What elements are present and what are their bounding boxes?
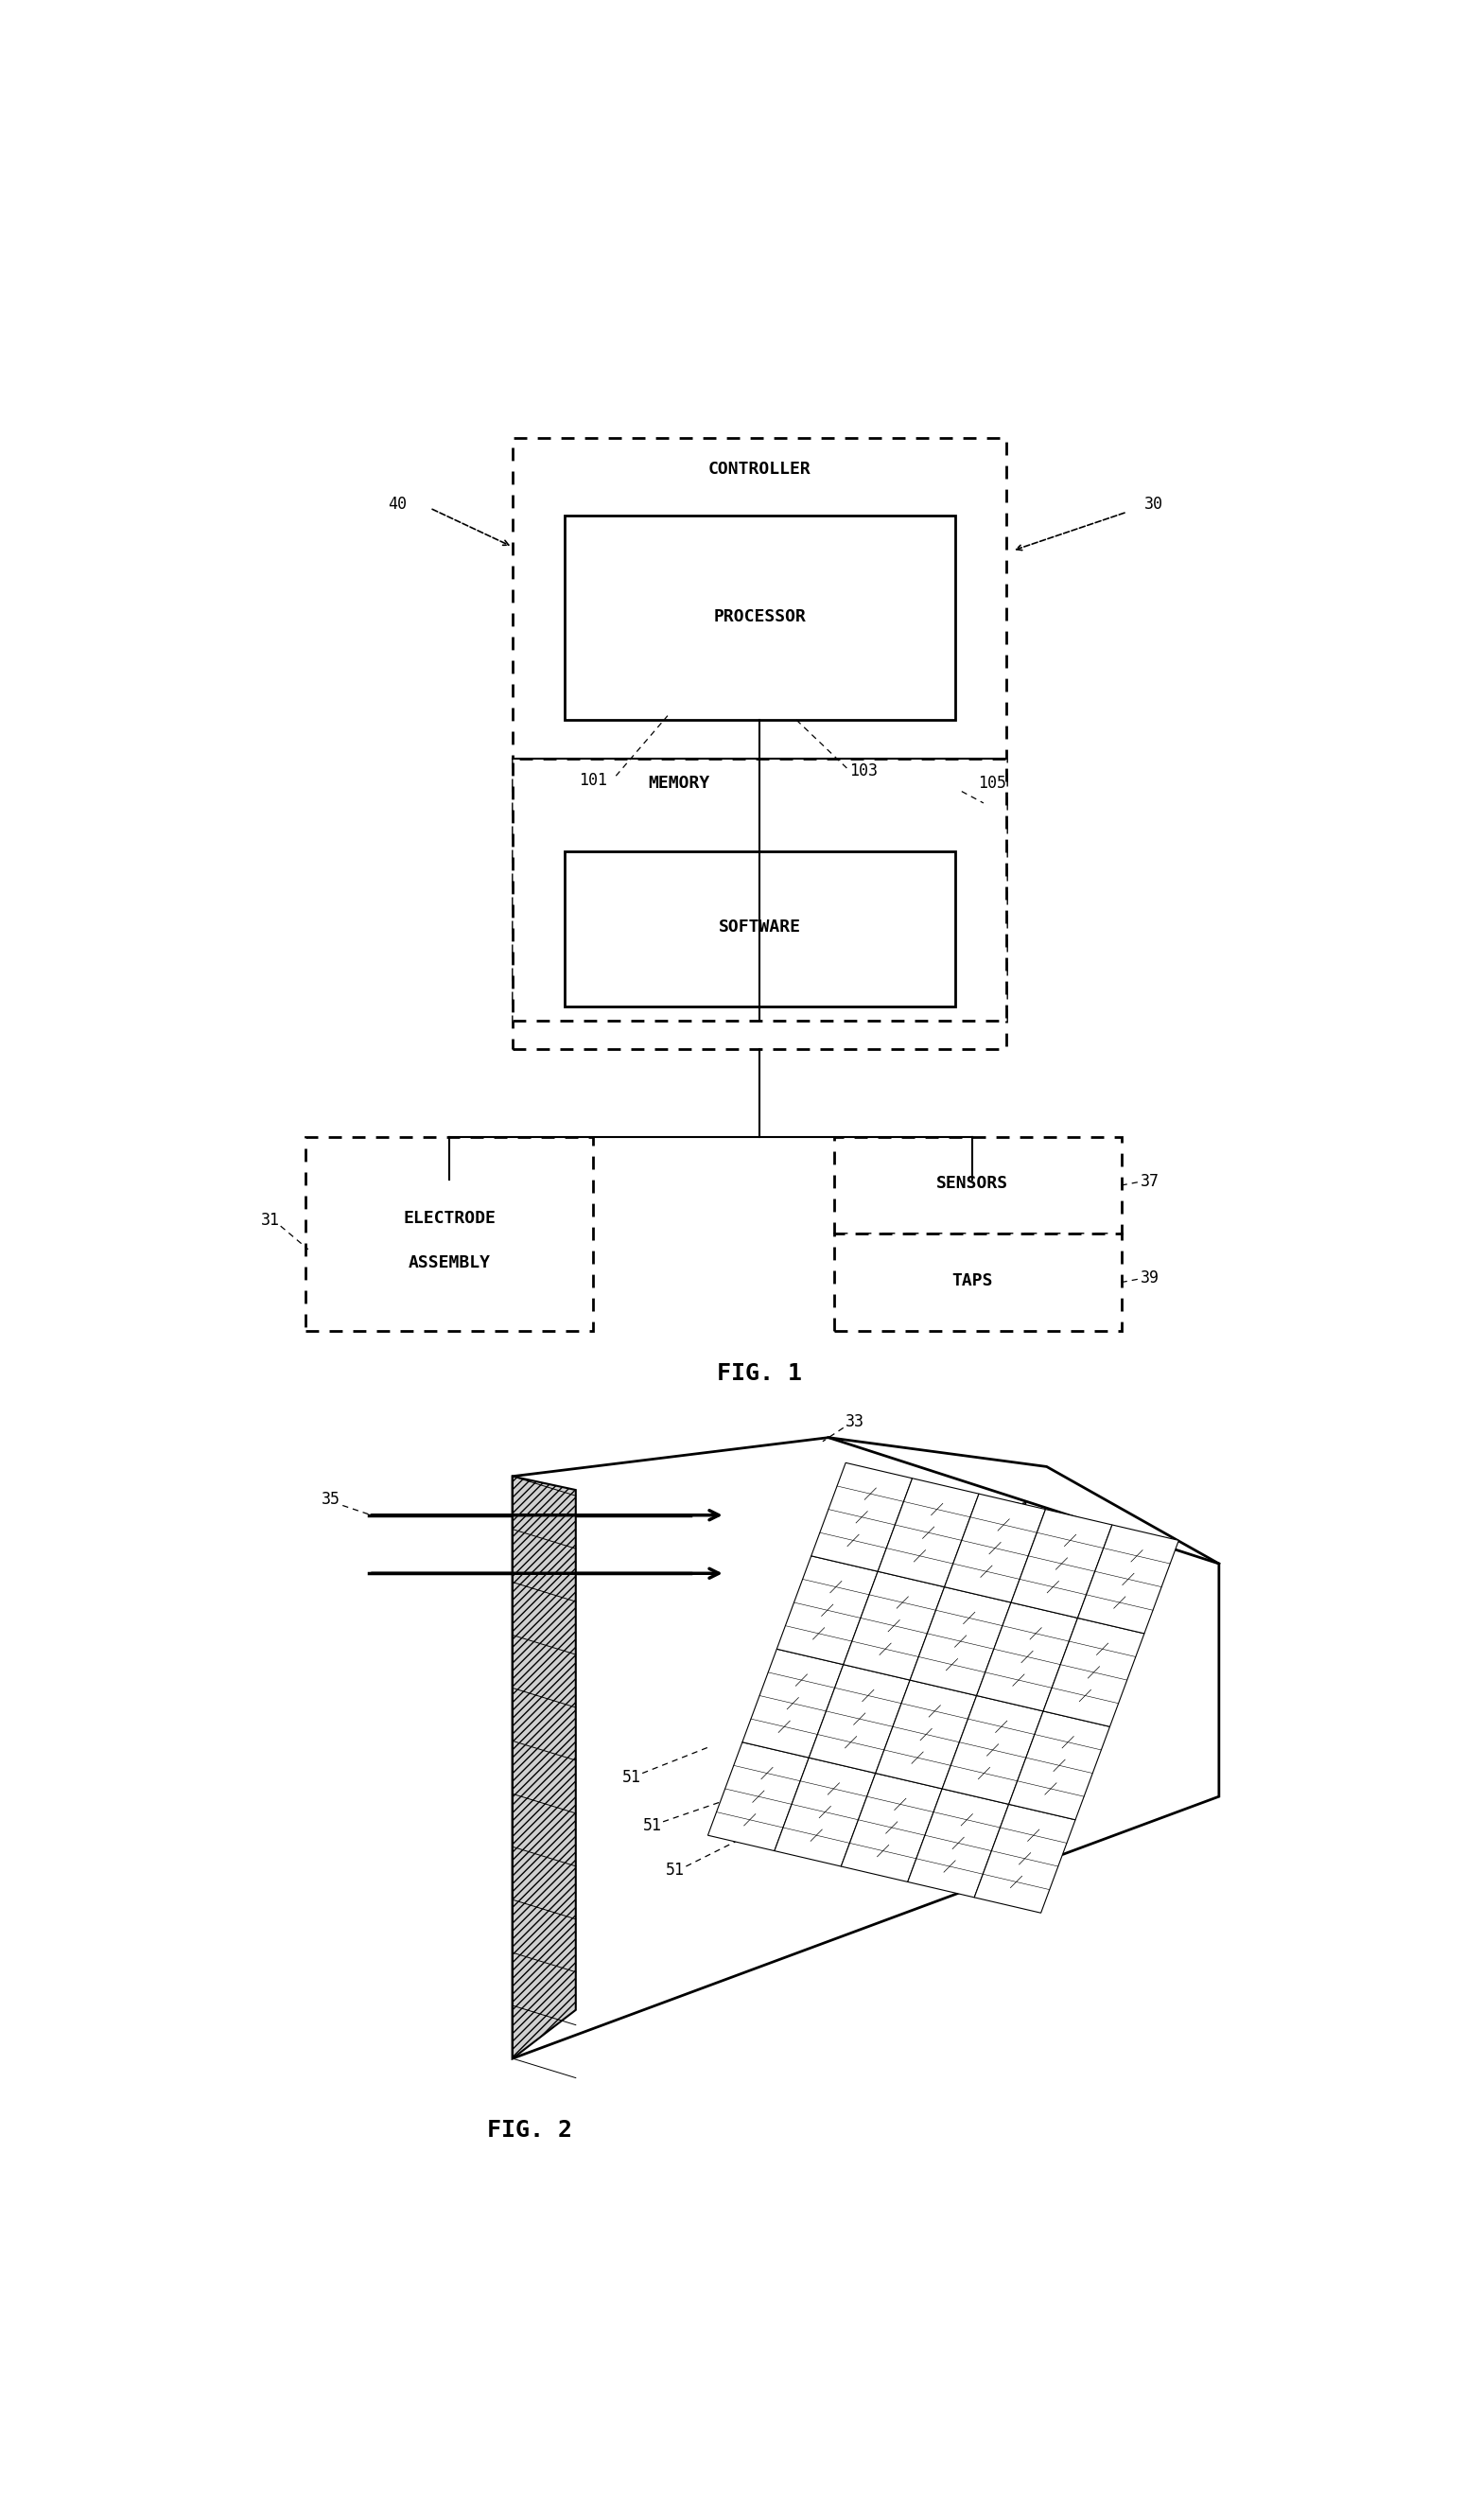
Text: 31: 31	[1012, 1502, 1031, 1517]
Polygon shape	[513, 1436, 1220, 2059]
Text: 40: 40	[388, 496, 408, 512]
Polygon shape	[1077, 1525, 1178, 1633]
Polygon shape	[974, 1804, 1076, 1913]
Polygon shape	[944, 1494, 1045, 1603]
Text: 37: 37	[1141, 1172, 1160, 1189]
Text: 101: 101	[579, 771, 608, 789]
Polygon shape	[811, 1462, 913, 1572]
Bar	[513, 438, 1006, 1048]
Bar	[513, 759, 1006, 1021]
Text: 39: 39	[1141, 1270, 1160, 1288]
Polygon shape	[742, 1648, 843, 1759]
Text: SOFTWARE: SOFTWARE	[719, 920, 800, 935]
Text: ASSEMBLY: ASSEMBLY	[408, 1255, 491, 1273]
Text: SENSORS: SENSORS	[937, 1174, 1008, 1192]
Text: 51: 51	[622, 1769, 642, 1787]
Polygon shape	[1043, 1618, 1144, 1726]
Text: 103: 103	[849, 761, 877, 779]
Text: 51: 51	[643, 1817, 662, 1835]
Polygon shape	[843, 1572, 944, 1681]
Bar	[565, 517, 954, 721]
Text: TAPS: TAPS	[951, 1273, 993, 1288]
Bar	[565, 852, 954, 1008]
Text: FIG. 1: FIG. 1	[717, 1363, 802, 1386]
Polygon shape	[842, 1774, 943, 1882]
Text: ELECTRODE: ELECTRODE	[403, 1210, 495, 1227]
Text: MEMORY: MEMORY	[648, 776, 710, 791]
Text: FIG. 2: FIG. 2	[488, 2119, 572, 2142]
Text: 35: 35	[322, 1492, 341, 1507]
Polygon shape	[910, 1588, 1011, 1696]
Polygon shape	[775, 1759, 876, 1867]
Polygon shape	[943, 1696, 1043, 1804]
Text: CONTROLLER: CONTROLLER	[708, 461, 811, 479]
Polygon shape	[708, 1741, 809, 1850]
Polygon shape	[777, 1555, 877, 1666]
Polygon shape	[1011, 1509, 1112, 1618]
Polygon shape	[809, 1666, 910, 1774]
Text: PROCESSOR: PROCESSOR	[713, 607, 806, 625]
Bar	[305, 1137, 593, 1331]
Text: 31: 31	[261, 1212, 280, 1230]
Text: 30: 30	[1144, 496, 1163, 512]
Polygon shape	[977, 1603, 1077, 1711]
Polygon shape	[513, 1477, 576, 2059]
Polygon shape	[1009, 1711, 1110, 1819]
Text: 33: 33	[846, 1414, 864, 1431]
Bar	[834, 1137, 1122, 1235]
Polygon shape	[907, 1789, 1009, 1898]
Text: 105: 105	[978, 776, 1006, 791]
Bar	[834, 1235, 1122, 1331]
Polygon shape	[876, 1681, 977, 1789]
Text: 51: 51	[665, 1862, 685, 1880]
Polygon shape	[877, 1479, 980, 1588]
